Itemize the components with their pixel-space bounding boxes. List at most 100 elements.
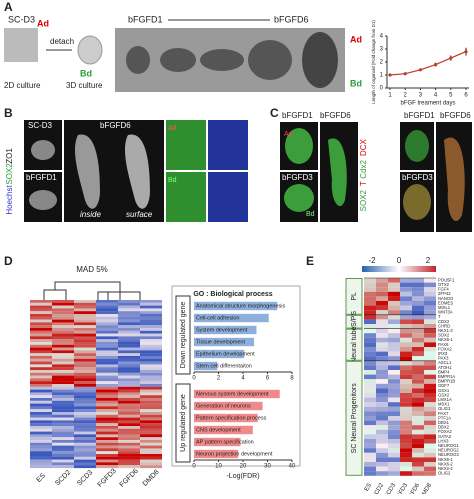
heatmap-cell: [388, 429, 400, 435]
y-axis-label: Length of organoid (Fold change from D1): [371, 20, 376, 104]
point: [434, 63, 438, 67]
heatmap-cell: [74, 353, 96, 357]
bar: [194, 325, 257, 335]
panel-letter: E: [306, 254, 314, 268]
heatmap-cell: [30, 406, 52, 410]
heatmap-cell: [400, 439, 412, 444]
heatmap-cell: [140, 459, 162, 463]
heatmap-cell: [424, 466, 436, 472]
heatmap-cell: [400, 448, 412, 453]
heatmap-cell: [364, 466, 376, 472]
heatmap-cell: [52, 442, 74, 446]
heatmap-cell: [424, 457, 436, 462]
heatmap-cell: [52, 339, 74, 343]
heatmap-cell: [364, 452, 376, 458]
heatmap-cell: [376, 420, 388, 426]
heatmap-cell: [140, 434, 162, 438]
heatmap-cell: [74, 406, 96, 410]
heatmap-cell: [96, 409, 118, 413]
heatmap-cell: [364, 287, 376, 292]
heatmap-cell: [388, 337, 400, 343]
heatmap-cell: [140, 465, 162, 469]
heatmap-cell: [52, 437, 74, 441]
label: Cdx2: [359, 159, 368, 178]
heatmap-cell: [388, 434, 400, 439]
heatmap-cell: [140, 305, 162, 309]
heatmap-cell: [118, 316, 140, 320]
label: 2D culture: [4, 81, 41, 90]
heatmap-cell: [96, 426, 118, 429]
bar: [194, 425, 253, 435]
heatmap-cell: [364, 301, 376, 306]
heatmap-cell: [424, 328, 436, 334]
heatmap-cell: [52, 406, 74, 410]
heatmap-cell: [412, 393, 424, 398]
heatmap-cell: [118, 302, 140, 306]
heatmap-cell: [74, 414, 96, 418]
heatmap-cell: [96, 350, 118, 354]
heatmap-cell: [424, 365, 436, 370]
category-label: Stem cell differentaiton: [196, 363, 252, 369]
heatmap-cell: [376, 347, 388, 352]
heatmap-cell: [96, 414, 118, 418]
heatmap-cell: [412, 333, 424, 338]
heatmap-cell: [96, 342, 118, 345]
heatmap-cell: [74, 417, 96, 421]
heatmap-cell: [412, 314, 424, 320]
heatmap-cell: [74, 375, 96, 379]
heatmap-cell: [412, 296, 424, 301]
bar: [194, 389, 280, 399]
heatmap-cell: [412, 370, 424, 375]
heatmap-cell: [388, 388, 400, 393]
heatmap-cell: [118, 308, 140, 312]
heatmap-cell: [140, 417, 162, 421]
heatmap-cell: [30, 314, 52, 317]
heatmap-cell: [412, 402, 424, 407]
label: Bd: [168, 177, 177, 184]
heatmap-cell: [364, 429, 376, 435]
heatmap-cell: [118, 330, 140, 334]
heatmap-cell: [376, 462, 388, 467]
heatmap-cell: [74, 384, 96, 387]
heatmap-cell: [96, 442, 118, 446]
heatmap-cell: [118, 342, 140, 345]
group-label: SC Neural Progenitors: [351, 383, 358, 454]
heatmap-cell: [30, 347, 52, 351]
heatmap-cell: [118, 319, 140, 323]
label: SC-D3: [8, 14, 35, 24]
heatmap-cell: [52, 378, 74, 382]
heatmap-cell: [30, 454, 52, 457]
panel-letter: D: [4, 254, 13, 268]
gene-label: EOMES: [438, 300, 453, 305]
heatmap-cell: [364, 443, 376, 449]
heatmap-cell: [96, 316, 118, 320]
heatmap-cell: [74, 378, 96, 382]
heatmap-cell: [74, 454, 96, 457]
heatmap-cell: [400, 434, 412, 439]
gene-label: ATOH1: [438, 365, 452, 370]
heatmap-cell: [74, 462, 96, 466]
image: [403, 184, 431, 220]
heatmap-cell: [376, 416, 388, 421]
heatmap-cell: [52, 330, 74, 334]
heatmap-cell: [96, 378, 118, 382]
heatmap-cell: [424, 296, 436, 301]
label: 2: [426, 256, 431, 265]
heatmap-cell: [52, 356, 74, 359]
heatmap-cell: [412, 429, 424, 435]
heatmap-cell: [364, 356, 376, 361]
heatmap-cell: [140, 381, 162, 385]
heatmap-cell: [74, 358, 96, 362]
heatmap-cell: [52, 372, 74, 376]
heatmap-cell: [424, 310, 436, 315]
x-tick-label: 5: [449, 93, 453, 99]
image: [328, 138, 347, 207]
image: [126, 46, 150, 74]
heatmap-cell: [364, 402, 376, 407]
heatmap-cell: [140, 406, 162, 410]
heatmap-cell: [364, 411, 376, 416]
heatmap-cell: [400, 301, 412, 306]
panel-letter: A: [4, 0, 13, 14]
heatmap-cell: [96, 330, 118, 334]
